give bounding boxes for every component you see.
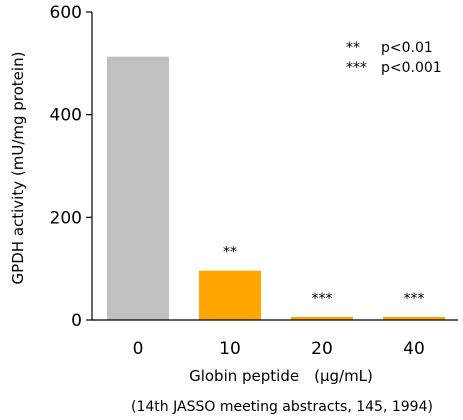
x-tick-label-0: 0 [133, 339, 144, 359]
y-tick-label-0: 0 [71, 311, 82, 331]
significance-marker-40: *** [404, 291, 425, 307]
y-tick-label-400: 400 [50, 106, 82, 126]
bar-40 [383, 316, 445, 320]
source-caption: (14th JASSO meeting abstracts, 145, 1994… [131, 399, 433, 415]
plot-area: 0 10 ** 20 *** 40 *** 0 200 400 600 [50, 3, 458, 359]
x-tick-label-40: 40 [403, 339, 425, 359]
x-tick-label-10: 10 [219, 339, 241, 359]
bar-0 [107, 56, 169, 320]
legend-text-1: p<0.01 [381, 40, 433, 56]
significance-marker-20: *** [312, 291, 333, 307]
y-tick-label-200: 200 [50, 208, 82, 228]
y-axis-title: GPDH activity (mU/mg protein) [9, 52, 27, 285]
bar-10 [199, 270, 261, 320]
significance-marker-10: ** [223, 245, 237, 261]
legend-text-2: p<0.001 [381, 60, 442, 76]
legend-symbol-1: ** [346, 40, 360, 56]
y-tick-label-600: 600 [50, 3, 82, 23]
x-tick-label-20: 20 [311, 339, 333, 359]
legend: ** p<0.01 *** p<0.001 [346, 40, 442, 76]
bar-20 [291, 316, 353, 320]
legend-symbol-2: *** [346, 60, 367, 76]
x-axis-title: Globin peptide (μg/mL) [189, 367, 373, 385]
